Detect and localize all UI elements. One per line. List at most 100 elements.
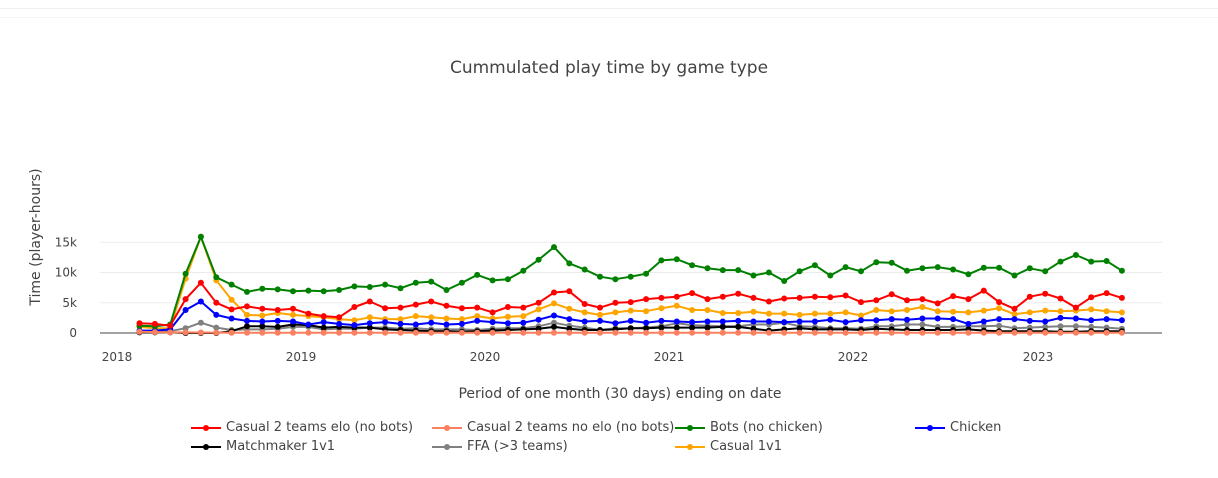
data-point bbox=[597, 311, 603, 318]
data-point bbox=[290, 288, 296, 295]
data-point bbox=[934, 300, 941, 307]
data-point bbox=[934, 308, 941, 315]
data-point bbox=[873, 317, 880, 324]
x-tick-label: 2020 bbox=[470, 350, 501, 364]
data-point bbox=[934, 315, 941, 322]
legend-label: Casual 2 teams no elo (no bots) bbox=[467, 420, 675, 435]
data-point bbox=[397, 320, 404, 327]
data-point bbox=[658, 329, 665, 336]
data-point bbox=[996, 329, 1003, 336]
y-tick-label: 15k bbox=[55, 235, 77, 249]
legend-item[interactable]: Casual 2 teams no elo (no bots) bbox=[431, 420, 674, 435]
data-point bbox=[827, 329, 834, 336]
data-point bbox=[673, 329, 680, 336]
data-point bbox=[551, 300, 557, 307]
data-point bbox=[735, 290, 742, 297]
legend-item[interactable]: Bots (no chicken) bbox=[674, 420, 823, 435]
legend-item[interactable]: Chicken bbox=[914, 420, 1001, 435]
top-border-line bbox=[0, 8, 1218, 9]
data-point bbox=[827, 294, 834, 301]
data-point bbox=[428, 278, 435, 285]
data-point bbox=[151, 320, 158, 327]
data-point bbox=[597, 304, 603, 311]
data-point bbox=[182, 296, 189, 303]
data-point bbox=[1057, 308, 1064, 315]
data-point bbox=[811, 329, 818, 336]
data-point bbox=[904, 329, 910, 336]
data-point bbox=[996, 264, 1003, 271]
data-point bbox=[566, 260, 573, 267]
data-point bbox=[520, 304, 527, 311]
data-point bbox=[566, 288, 573, 295]
series-line bbox=[139, 235, 1122, 330]
legend-label: Casual 1v1 bbox=[710, 439, 783, 454]
data-point bbox=[566, 316, 573, 323]
data-point bbox=[735, 317, 742, 324]
data-point bbox=[658, 324, 665, 331]
data-point bbox=[581, 266, 588, 273]
data-point bbox=[1042, 329, 1049, 336]
data-point bbox=[228, 296, 235, 303]
data-point bbox=[950, 266, 957, 273]
data-point bbox=[1118, 317, 1125, 324]
data-point bbox=[597, 329, 603, 336]
data-point bbox=[412, 329, 419, 336]
data-point bbox=[351, 329, 358, 336]
data-point bbox=[320, 288, 327, 295]
data-point bbox=[197, 233, 204, 240]
data-point bbox=[136, 328, 143, 335]
legend-item[interactable]: Casual 2 teams elo (no bots) bbox=[190, 420, 413, 435]
data-point bbox=[382, 281, 389, 288]
data-point bbox=[197, 329, 204, 336]
data-point bbox=[244, 303, 250, 310]
data-point bbox=[765, 310, 772, 317]
data-point bbox=[873, 307, 880, 313]
data-point bbox=[520, 313, 527, 320]
data-point bbox=[412, 301, 419, 308]
data-point bbox=[1072, 304, 1079, 311]
data-point bbox=[1057, 258, 1064, 265]
data-point bbox=[719, 329, 726, 336]
data-point bbox=[658, 294, 665, 301]
legend-swatch bbox=[432, 424, 462, 431]
legend-item[interactable]: FFA (>3 teams) bbox=[431, 439, 568, 454]
data-point bbox=[781, 319, 788, 326]
data-point bbox=[458, 279, 465, 286]
data-point bbox=[397, 316, 404, 323]
data-point bbox=[627, 273, 634, 280]
data-point bbox=[504, 304, 511, 310]
data-point bbox=[320, 329, 327, 336]
data-point bbox=[504, 276, 511, 283]
data-point bbox=[934, 329, 941, 336]
data-point bbox=[366, 284, 373, 290]
data-point bbox=[904, 307, 910, 313]
data-point bbox=[1118, 294, 1125, 301]
data-point bbox=[597, 317, 603, 324]
data-point bbox=[627, 317, 634, 324]
data-point bbox=[397, 329, 404, 336]
data-point bbox=[750, 294, 757, 301]
data-point bbox=[305, 329, 312, 336]
data-point bbox=[765, 329, 772, 336]
data-point bbox=[627, 325, 634, 332]
legend-item[interactable]: Matchmaker 1v1 bbox=[190, 439, 335, 454]
data-point bbox=[827, 316, 834, 323]
data-point bbox=[627, 329, 634, 336]
data-point bbox=[888, 291, 895, 298]
data-point bbox=[980, 323, 987, 330]
data-point bbox=[228, 281, 235, 288]
data-point bbox=[919, 296, 926, 303]
data-point bbox=[1011, 272, 1018, 279]
data-point bbox=[689, 329, 696, 336]
data-point bbox=[535, 256, 542, 263]
legend-label: FFA (>3 teams) bbox=[467, 439, 568, 454]
data-point bbox=[904, 321, 910, 328]
data-point bbox=[551, 289, 557, 296]
data-point bbox=[811, 293, 818, 300]
data-point bbox=[873, 297, 880, 304]
data-point bbox=[366, 324, 373, 331]
data-point bbox=[919, 265, 926, 272]
data-point bbox=[167, 329, 174, 336]
legend-item[interactable]: Casual 1v1 bbox=[674, 439, 782, 454]
